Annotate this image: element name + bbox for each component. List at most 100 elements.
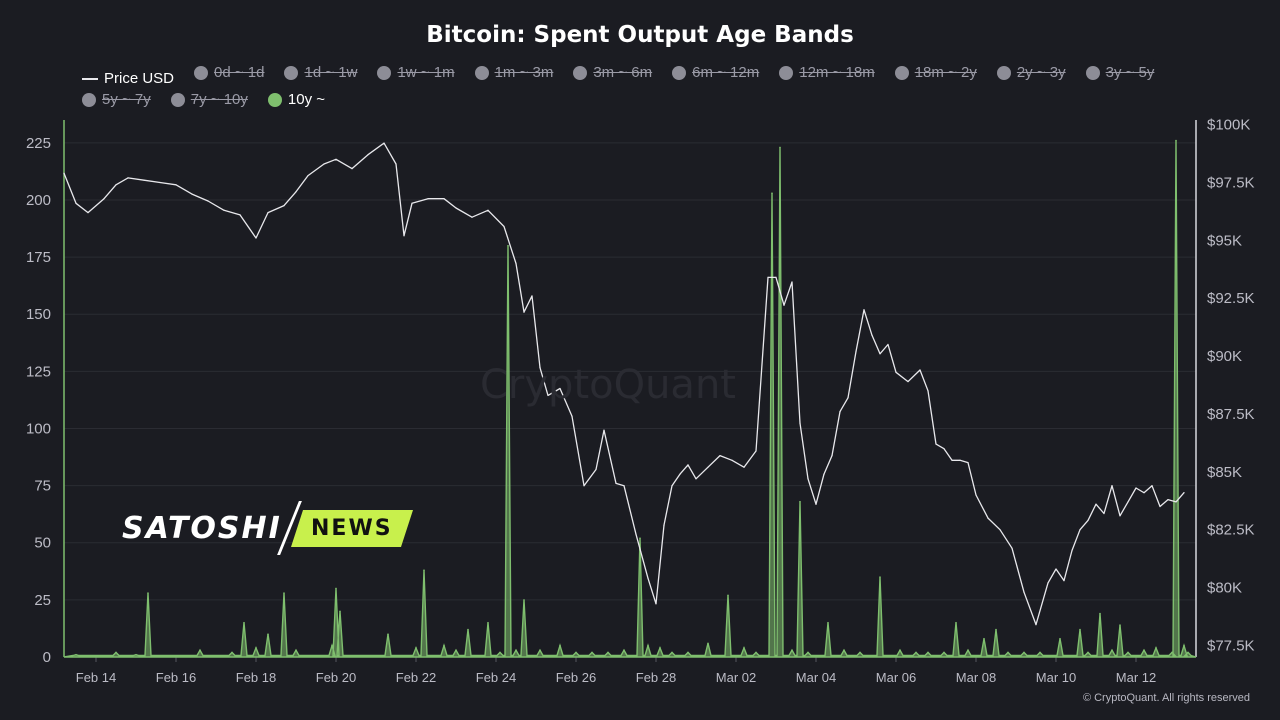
legend-item-5[interactable]: 3m ~ 6m bbox=[573, 62, 652, 83]
x-tick-label: Feb 24 bbox=[476, 670, 516, 685]
series-price-point bbox=[1175, 501, 1177, 503]
series-10y-point bbox=[791, 649, 793, 651]
series-10y-point bbox=[339, 610, 341, 613]
series-price-point bbox=[1023, 591, 1025, 593]
series-10y-point bbox=[455, 649, 457, 651]
series-price-point bbox=[807, 478, 809, 480]
y-left-tick-label: 50 bbox=[34, 535, 51, 552]
series-price-point bbox=[1047, 582, 1049, 584]
copyright-note: © CryptoQuant. All rights reserved bbox=[1082, 692, 1250, 704]
legend-item-7[interactable]: 12m ~ 18m bbox=[779, 62, 875, 83]
y-right-tick-label: $95K bbox=[1207, 232, 1242, 249]
series-10y-point bbox=[1079, 628, 1081, 631]
series-10y-point bbox=[1175, 139, 1177, 142]
x-tick-label: Feb 18 bbox=[236, 670, 276, 685]
legend-item-6[interactable]: 6m ~ 12m bbox=[672, 62, 759, 83]
series-price-point bbox=[127, 177, 129, 179]
series-price-point bbox=[307, 174, 309, 177]
series-price-point bbox=[1011, 547, 1013, 549]
series-price-point bbox=[255, 237, 257, 239]
legend-item-2[interactable]: 1d ~ 1w bbox=[284, 62, 357, 83]
series-10y-point bbox=[267, 633, 269, 635]
x-tick-label: Feb 20 bbox=[316, 670, 356, 685]
legend-item-4[interactable]: 1m ~ 3m bbox=[474, 62, 553, 83]
legend-item-8[interactable]: 18m ~ 2y bbox=[894, 62, 977, 83]
series-10y-point bbox=[283, 592, 285, 594]
y-right-tick-label: $92.5K bbox=[1207, 290, 1255, 307]
legend-item-11[interactable]: 5y ~ 7y bbox=[82, 89, 151, 110]
series-10y-point bbox=[1039, 651, 1041, 654]
series-price-point bbox=[539, 367, 541, 369]
legend-label: 3m ~ 6m bbox=[593, 64, 653, 81]
series-10y-point bbox=[255, 647, 257, 649]
x-tick-label: Mar 02 bbox=[716, 670, 756, 685]
series-price-point bbox=[87, 211, 89, 214]
series-10y-point bbox=[743, 647, 745, 649]
series-price-point bbox=[503, 225, 505, 228]
y-left-tick-label: 25 bbox=[34, 592, 51, 609]
series-price-point bbox=[791, 281, 793, 283]
series-price-point bbox=[1079, 529, 1081, 531]
series-10y-point bbox=[331, 644, 333, 647]
series-price-point bbox=[755, 450, 757, 452]
series-10y-point bbox=[943, 651, 945, 654]
series-price-point bbox=[75, 202, 77, 204]
series-price-point bbox=[1127, 501, 1129, 503]
series-price-point bbox=[191, 193, 193, 195]
legend-swatch bbox=[377, 65, 392, 80]
series-price-point bbox=[783, 304, 785, 306]
series-price-point bbox=[367, 154, 369, 156]
series-10y-point bbox=[507, 244, 509, 247]
y-left-tick-label: 75 bbox=[34, 478, 51, 495]
y-left-tick-label: 150 bbox=[26, 306, 51, 323]
series-10y-point bbox=[1059, 637, 1061, 640]
legend-item-13[interactable]: 10y ~ bbox=[267, 89, 325, 110]
legend-label: 2y ~ 3y bbox=[1016, 64, 1066, 81]
legend-item-12[interactable]: 7y ~ 10y bbox=[170, 89, 248, 110]
legend-label: 0d ~ 1d bbox=[214, 64, 265, 81]
series-price-point bbox=[839, 411, 841, 413]
legend-item-9[interactable]: 2y ~ 3y bbox=[996, 62, 1066, 83]
series-price-point bbox=[1167, 499, 1169, 501]
legend-item-3[interactable]: 1w ~ 1m bbox=[377, 62, 455, 83]
series-price-point bbox=[1095, 503, 1097, 505]
legend-swatch bbox=[894, 65, 909, 80]
x-tick-label: Feb 16 bbox=[156, 670, 196, 685]
chart-title: Bitcoin: Spent Output Age Bands bbox=[426, 22, 854, 48]
series-price-point bbox=[487, 209, 489, 211]
series-10y-point bbox=[983, 637, 985, 640]
series-10y-point bbox=[1155, 647, 1157, 649]
series-price-point bbox=[999, 529, 1001, 531]
y-right-tick-label: $97.5K bbox=[1207, 174, 1255, 191]
series-price-point bbox=[647, 577, 649, 579]
series-10y-point bbox=[539, 649, 541, 651]
series-price-point bbox=[615, 482, 617, 485]
series-price-point bbox=[731, 459, 733, 461]
legend-item-10[interactable]: 3y ~ 5y bbox=[1085, 62, 1154, 83]
series-price-point bbox=[515, 262, 517, 265]
series-price-point bbox=[443, 198, 445, 200]
series-10y-point bbox=[295, 649, 297, 651]
series-10y-point bbox=[799, 500, 801, 503]
series-price-point bbox=[1143, 492, 1145, 494]
series-10y-point bbox=[1183, 644, 1185, 647]
series-price-point bbox=[323, 163, 325, 165]
legend-swatch bbox=[996, 65, 1011, 80]
series-price-point bbox=[895, 371, 897, 373]
legend-swatch bbox=[1085, 65, 1100, 80]
series-10y-point bbox=[779, 146, 781, 149]
series-10y-point bbox=[843, 649, 845, 651]
series-10y-point bbox=[647, 644, 649, 647]
series-price-point bbox=[775, 276, 777, 278]
legend-item-1[interactable]: 0d ~ 1d bbox=[194, 62, 264, 83]
y-left-tick-label: 0 bbox=[43, 649, 51, 666]
legend-swatch bbox=[194, 65, 209, 80]
series-10y-point bbox=[335, 587, 337, 590]
series-price-point bbox=[143, 179, 145, 181]
series-price-point bbox=[1071, 549, 1073, 552]
series-price-point bbox=[1035, 623, 1037, 626]
legend-item-0[interactable]: Price USD bbox=[82, 68, 174, 89]
series-price-point bbox=[719, 455, 721, 457]
series-price-point bbox=[1111, 485, 1113, 487]
series-price-point bbox=[975, 494, 977, 496]
